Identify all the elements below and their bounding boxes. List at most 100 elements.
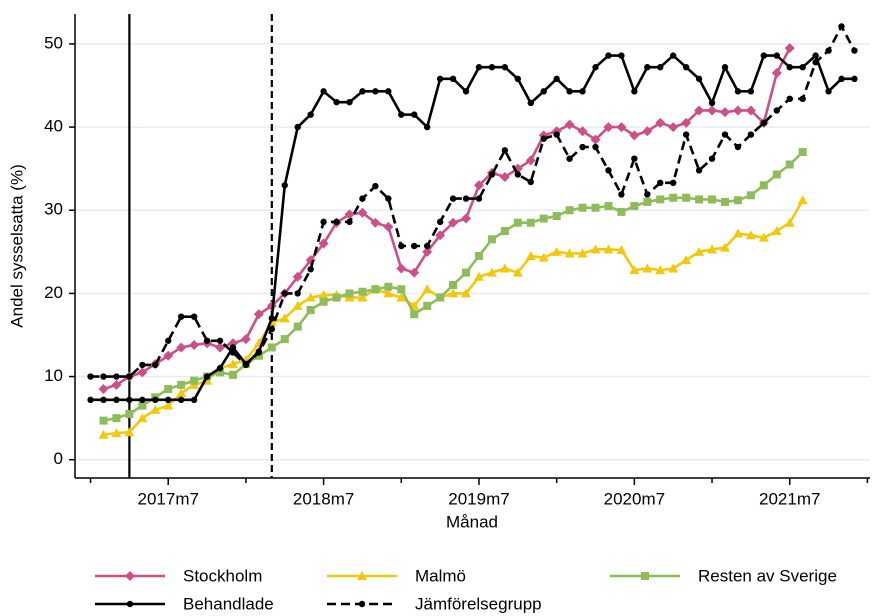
marker	[294, 123, 301, 131]
y-tick-label: 40	[44, 117, 63, 136]
marker	[797, 195, 808, 205]
marker	[461, 213, 472, 224]
marker	[126, 600, 134, 608]
marker	[707, 244, 718, 254]
marker	[99, 416, 108, 425]
marker	[773, 52, 780, 59]
marker	[474, 251, 483, 260]
marker	[512, 267, 523, 277]
marker	[397, 285, 406, 294]
marker	[396, 263, 407, 274]
marker	[176, 342, 187, 353]
marker	[565, 206, 574, 215]
marker	[799, 95, 806, 103]
marker	[240, 334, 251, 345]
marker	[616, 245, 627, 255]
marker	[385, 195, 392, 202]
y-tick-label: 10	[44, 366, 63, 385]
marker	[526, 218, 535, 227]
marker	[254, 351, 263, 360]
marker	[851, 75, 858, 83]
marker	[668, 263, 679, 273]
marker	[786, 64, 793, 71]
marker	[346, 98, 353, 106]
marker	[694, 105, 705, 116]
marker	[720, 197, 729, 206]
marker	[411, 242, 418, 250]
marker	[436, 75, 444, 83]
marker	[190, 396, 198, 404]
marker	[190, 313, 198, 320]
x-tick-label: 2017m7	[138, 489, 199, 508]
marker	[422, 284, 433, 294]
marker	[577, 126, 588, 137]
y-axis-label: Andel sysselsatta (%)	[7, 164, 26, 327]
marker	[773, 107, 780, 114]
marker	[682, 64, 690, 71]
marker	[525, 155, 536, 166]
marker	[475, 64, 483, 71]
marker	[422, 246, 433, 257]
marker	[357, 571, 367, 580]
marker	[539, 214, 548, 223]
legend-label: Behandlade	[183, 594, 274, 613]
marker	[242, 361, 250, 369]
marker	[139, 361, 146, 369]
marker	[165, 337, 172, 344]
marker	[786, 95, 793, 103]
marker	[318, 238, 329, 249]
marker	[163, 400, 174, 410]
marker	[137, 367, 148, 378]
marker	[578, 203, 587, 212]
marker	[190, 376, 199, 385]
marker	[798, 148, 807, 157]
marker	[436, 218, 444, 226]
marker	[657, 179, 664, 187]
marker	[126, 373, 133, 380]
marker	[152, 396, 159, 404]
marker	[216, 365, 224, 372]
marker	[359, 195, 366, 202]
marker	[591, 203, 600, 212]
marker	[604, 202, 613, 211]
marker	[216, 337, 224, 344]
marker	[372, 182, 379, 190]
marker	[681, 255, 692, 265]
marker	[500, 227, 509, 236]
marker	[758, 232, 769, 242]
marker	[734, 143, 742, 151]
x-tick-label: 2019m7	[448, 489, 509, 508]
marker	[125, 409, 134, 418]
marker	[281, 290, 288, 297]
marker	[279, 313, 290, 323]
marker	[695, 167, 703, 174]
marker	[357, 207, 368, 218]
marker	[732, 228, 743, 238]
marker	[436, 293, 445, 302]
marker	[124, 427, 135, 437]
series-line	[103, 199, 804, 437]
marker	[384, 282, 393, 291]
y-tick-label: 50	[44, 33, 63, 52]
marker	[448, 288, 459, 298]
marker	[333, 98, 340, 106]
marker	[746, 191, 755, 200]
marker	[747, 88, 755, 95]
marker	[268, 325, 276, 333]
marker	[294, 290, 301, 297]
marker	[398, 242, 405, 250]
marker	[411, 111, 418, 118]
marker	[111, 428, 122, 438]
marker	[566, 88, 573, 95]
marker	[719, 242, 730, 252]
marker	[538, 252, 549, 262]
marker	[552, 212, 561, 221]
marker	[642, 263, 653, 273]
marker	[681, 117, 692, 128]
marker	[176, 388, 187, 398]
marker	[708, 155, 716, 162]
marker	[644, 191, 651, 198]
marker	[293, 322, 302, 331]
marker	[383, 221, 394, 232]
